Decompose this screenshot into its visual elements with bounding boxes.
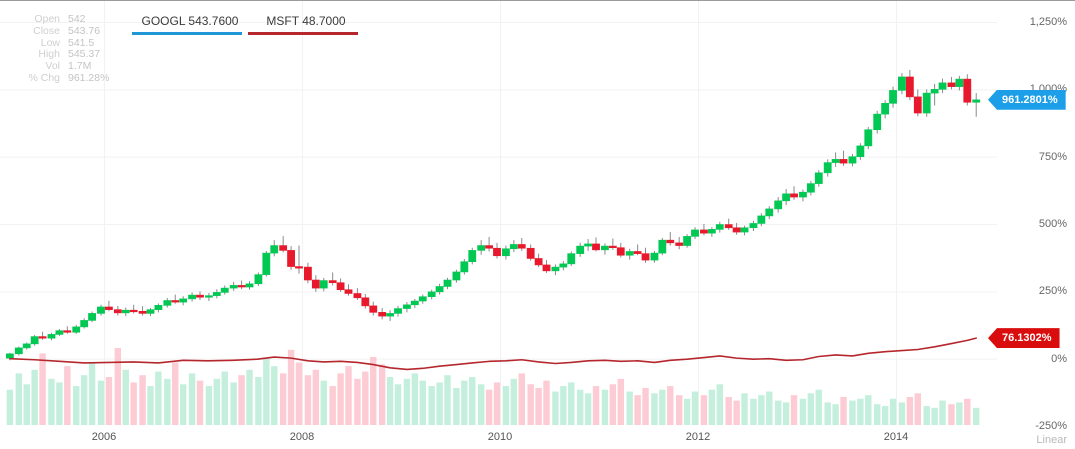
ohlc-value: 1.7M xyxy=(68,60,92,73)
y-axis-label: 0% xyxy=(1051,352,1067,365)
ohlc-key: High xyxy=(38,48,60,61)
ohlc-info-legend: Open 542 Close 543.76 Low 541.5 High 545.37 Vol 1… xyxy=(8,13,110,85)
grid-layer xyxy=(0,1,997,425)
candlestick-series-googl[interactable] xyxy=(0,1,997,425)
ohlc-value: 545.37 xyxy=(68,48,101,61)
ohlc-row-vol: Vol 1.7M xyxy=(8,60,109,73)
top-border xyxy=(0,0,1075,1)
x-axis-label: 2012 xyxy=(685,431,711,443)
legend-item-msft[interactable]: MSFT 48.7000 xyxy=(248,14,364,35)
y-axis-label: 250% xyxy=(1038,285,1067,298)
x-axis-label: 2010 xyxy=(487,431,513,443)
ohlc-key: Open xyxy=(34,13,60,25)
x-axis-label: 2008 xyxy=(289,431,315,443)
googl-price-tag: 961.2801% xyxy=(988,89,1066,110)
y-axis-label: 1,250% xyxy=(1029,16,1067,28)
y-axis-label: 500% xyxy=(1038,218,1067,230)
legend-label: MSFT 48.7000 xyxy=(266,14,346,28)
legend-color-rule xyxy=(248,32,358,35)
ohlc-value: 542 xyxy=(68,13,86,25)
ohlc-key: Vol xyxy=(45,60,60,73)
ohlc-row-chg: % Chg 961.28% xyxy=(8,71,110,85)
ohlc-value: 541.5 xyxy=(68,36,95,49)
legend-color-rule xyxy=(132,32,242,35)
line-series-msft[interactable] xyxy=(0,1,997,425)
ohlc-key: % Chg xyxy=(28,71,60,84)
x-axis-label: 2006 xyxy=(91,431,117,443)
volume-bars xyxy=(6,348,980,425)
ohlc-row-open: Open 542 xyxy=(8,13,109,26)
ohlc-row-close: Close 543.76 xyxy=(8,24,109,38)
ohlc-key: Low xyxy=(40,36,60,49)
plot-area[interactable] xyxy=(0,1,997,425)
axis-scale-mode-label[interactable]: Linear xyxy=(1036,434,1067,446)
ohlc-value: 961.28% xyxy=(68,71,110,84)
series-legend[interactable]: GOOGL 543.7600 MSFT 48.7000 xyxy=(132,14,364,35)
y-axis-label: -250% xyxy=(1035,420,1067,432)
y-axis-label: 750% xyxy=(1038,150,1067,163)
ohlc-row-low: Low 541.5 xyxy=(8,36,109,50)
x-axis[interactable]: 2006 2008 2010 2012 2014 xyxy=(0,425,997,449)
legend-item-googl[interactable]: GOOGL 543.7600 xyxy=(132,14,248,35)
x-axis-label: 2014 xyxy=(883,431,909,443)
ohlc-row-high: High 545.37 xyxy=(8,49,109,61)
ohlc-key: Close xyxy=(33,24,60,37)
legend-label: GOOGL 543.7600 xyxy=(141,14,239,28)
y-axis[interactable]: Linear 1,250% 1,000% 750% 500% 250% 0% -250% xyxy=(997,0,1075,449)
msft-price-tag: 76.1302% xyxy=(988,328,1060,349)
ohlc-value: 543.76 xyxy=(68,24,101,37)
